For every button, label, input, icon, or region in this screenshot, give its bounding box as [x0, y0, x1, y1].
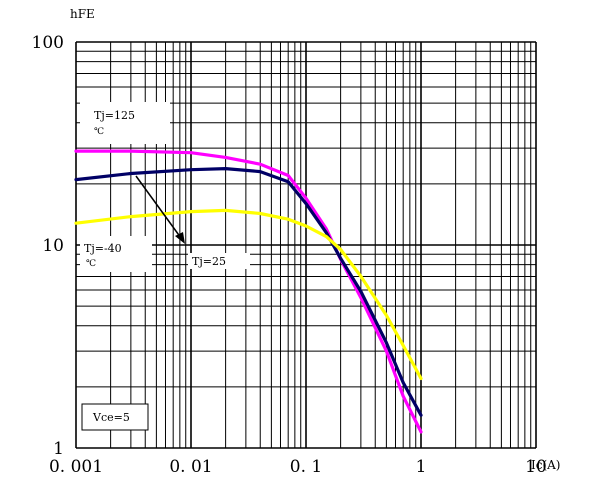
- y-axis-label: hFE: [70, 7, 95, 21]
- series-line-1: [74, 167, 423, 417]
- y-tick-label: 1: [53, 439, 64, 459]
- x-tick-label: 1: [416, 457, 427, 477]
- annotation-t40-line2: ℃: [86, 259, 96, 269]
- series-layer: [74, 149, 423, 434]
- annotation-t25: Tj=25: [192, 255, 226, 268]
- x-tick-label: 10: [525, 457, 547, 477]
- annotation-box-t40: [80, 236, 152, 272]
- annotation-box-vce: [81, 403, 149, 431]
- tick-labels: 0. 001 0. 01 0. 1 1 10 1 10 100: [32, 33, 547, 477]
- series-line-2: [74, 208, 423, 381]
- grid-major: [75, 41, 537, 449]
- x-tick-label: 0. 1: [290, 457, 322, 477]
- x-axis-label: Ic(A): [531, 458, 561, 472]
- y-tick-label: 100: [32, 33, 64, 53]
- annotation-t125-line2: ℃: [94, 127, 104, 137]
- annotation-box-t25: [188, 253, 250, 269]
- annotation-t40-line1: Tj=-40: [84, 242, 122, 255]
- annotation-arrowhead: [175, 232, 185, 244]
- annotation-arrow: [135, 175, 182, 239]
- y-tick-label: 10: [42, 236, 64, 256]
- annotation-box-t125: [80, 102, 170, 144]
- annotation-vce: Vce=5: [92, 411, 130, 424]
- series-line-0: [74, 149, 423, 434]
- x-tick-label: 0. 001: [49, 457, 103, 477]
- annotation-t125-line1: Tj=125: [94, 109, 135, 122]
- x-tick-label: 0. 01: [169, 457, 212, 477]
